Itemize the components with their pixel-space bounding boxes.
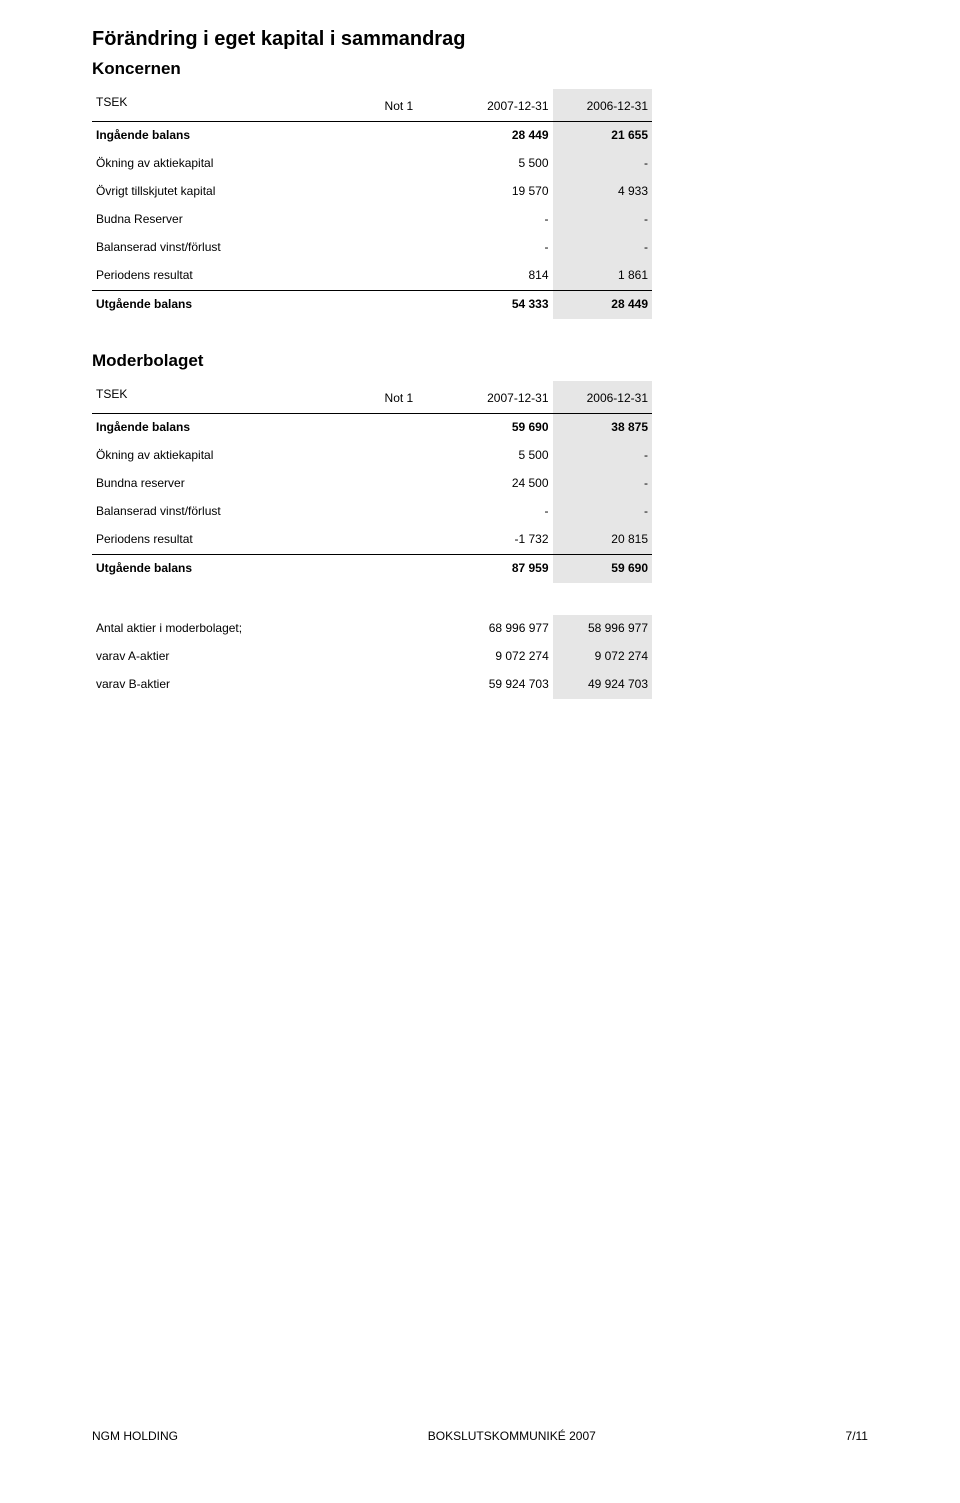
cell-label: Utgående balans [92,555,349,584]
table-row: Ökning av aktiekapital 5 500 - [92,442,652,470]
cell-last: - [553,150,652,178]
cell-label: Periodens resultat [92,262,349,291]
cell-last: - [553,470,652,498]
table-row: Balanserad vinst/förlust - - [92,234,652,262]
hdr-2007: 2007-12-31 [453,381,552,414]
table-moderbolaget: TSEK Not 1 2007-12-31 2006-12-31 Ingåend… [92,381,652,583]
table-row: varav B-aktier 59 924 703 49 924 703 [92,671,652,699]
page-title: Förändring i eget kapital i sammandrag [92,28,868,51]
table-row: Ingående balans 59 690 38 875 [92,414,652,443]
cell-mid: 19 570 [453,178,552,206]
cell-mid: 87 959 [453,555,552,584]
cell-mid: - [453,234,552,262]
cell-last: 38 875 [553,414,652,443]
cell-last: 58 996 977 [553,615,652,643]
section-koncernen-label: Koncernen [92,59,868,79]
cell-last: - [553,206,652,234]
cell-mid: 5 500 [453,442,552,470]
cell-blank [349,122,454,151]
cell-label: Bundna reserver [92,470,349,498]
cell-label: Ökning av aktiekapital [92,442,349,470]
cell-mid: 814 [453,262,552,291]
cell-mid: -1 732 [453,526,552,555]
table-koncernen: TSEK Not 1 2007-12-31 2006-12-31 Ingåend… [92,89,652,319]
cell-label: Periodens resultat [92,526,349,555]
table-row-total: Utgående balans 54 333 28 449 [92,291,652,320]
footer-right: 7/11 [846,1429,868,1443]
table-row: varav A-aktier 9 072 274 9 072 274 [92,643,652,671]
cell-label: Ökning av aktiekapital [92,150,349,178]
table-row: Övrigt tillskjutet kapital 19 570 4 933 [92,178,652,206]
cell-last: 4 933 [553,178,652,206]
cell-mid: 59 690 [453,414,552,443]
cell-last: 59 690 [553,555,652,584]
table-row: Antal aktier i moderbolaget; 68 996 977 … [92,615,652,643]
cell-label: Balanserad vinst/förlust [92,234,349,262]
cell-mid: - [453,206,552,234]
cell-label: Ingående balans [92,414,349,443]
table-row: Budna Reserver - - [92,206,652,234]
section-moderbolaget-label: Moderbolaget [92,351,868,371]
cell-last: - [553,498,652,526]
table-row: Periodens resultat -1 732 20 815 [92,526,652,555]
table-row: Ingående balans 28 449 21 655 [92,122,652,151]
cell-label: Balanserad vinst/förlust [92,498,349,526]
table-row: Balanserad vinst/förlust - - [92,498,652,526]
cell-last: 1 861 [553,262,652,291]
cell-label: Övrigt tillskjutet kapital [92,178,349,206]
cell-last: 49 924 703 [553,671,652,699]
cell-last: 9 072 274 [553,643,652,671]
cell-last: 20 815 [553,526,652,555]
cell-mid: - [453,498,552,526]
hdr-not1: Not 1 [349,381,454,414]
cell-mid: 24 500 [453,470,552,498]
table-koncernen-header: TSEK Not 1 2007-12-31 2006-12-31 [92,89,652,122]
table-row: Bundna reserver 24 500 - [92,470,652,498]
footer: NGM HOLDING BOKSLUTSKOMMUNIKÉ 2007 7/11 [92,1429,868,1443]
hdr-tsek: TSEK [92,381,349,414]
table-shares: Antal aktier i moderbolaget; 68 996 977 … [92,615,652,699]
table-row: Periodens resultat 814 1 861 [92,262,652,291]
footer-left: NGM HOLDING [92,1429,178,1443]
cell-label: varav B-aktier [92,671,359,699]
cell-last: 28 449 [553,291,652,320]
hdr-tsek: TSEK [92,89,349,122]
cell-mid: 68 996 977 [454,615,553,643]
cell-label: varav A-aktier [92,643,359,671]
page: Förändring i eget kapital i sammandrag K… [0,0,960,1503]
hdr-2006: 2006-12-31 [553,381,652,414]
cell-mid: 54 333 [453,291,552,320]
cell-label: Budna Reserver [92,206,349,234]
cell-mid: 9 072 274 [454,643,553,671]
footer-center: BOKSLUTSKOMMUNIKÉ 2007 [428,1429,596,1443]
cell-last: 21 655 [553,122,652,151]
cell-mid: 59 924 703 [454,671,553,699]
cell-label: Antal aktier i moderbolaget; [92,615,359,643]
hdr-2006: 2006-12-31 [553,89,652,122]
hdr-not1: Not 1 [349,89,454,122]
cell-mid: 28 449 [453,122,552,151]
table-moderbolaget-header: TSEK Not 1 2007-12-31 2006-12-31 [92,381,652,414]
cell-label: Ingående balans [92,122,349,151]
cell-label: Utgående balans [92,291,349,320]
cell-last: - [553,234,652,262]
cell-mid: 5 500 [453,150,552,178]
table-row: Ökning av aktiekapital 5 500 - [92,150,652,178]
table-row-total: Utgående balans 87 959 59 690 [92,555,652,584]
cell-last: - [553,442,652,470]
hdr-2007: 2007-12-31 [453,89,552,122]
